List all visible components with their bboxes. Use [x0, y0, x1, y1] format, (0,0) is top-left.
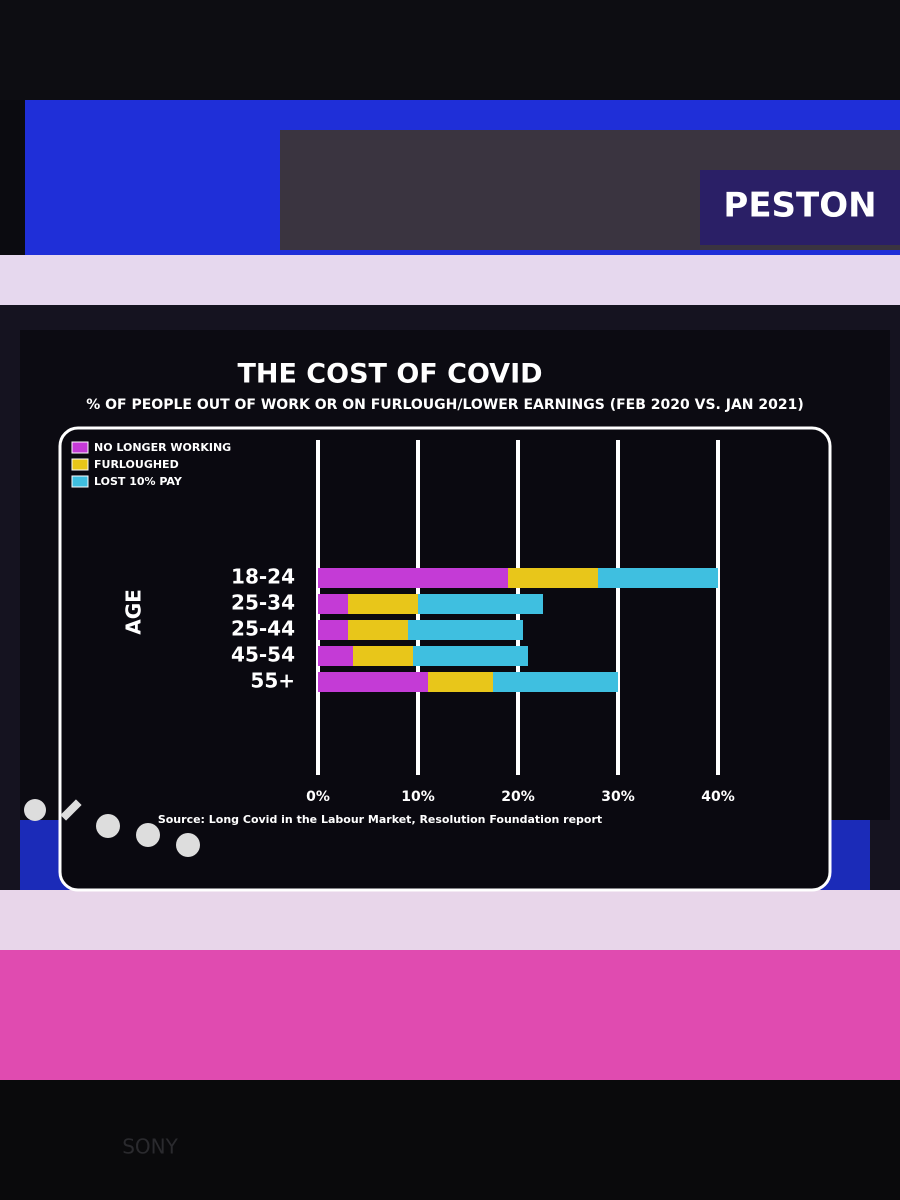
bar-segment: [408, 620, 523, 640]
stage-band: [0, 255, 900, 305]
floor-band: [0, 890, 900, 950]
legend-label: FURLOUGHED: [94, 458, 179, 471]
tv-bezel-bottom: [0, 1080, 900, 1200]
bar-segment: [318, 594, 348, 614]
source: Source: Long Covid in the Labour Market,…: [158, 813, 602, 826]
y-axis-label: AGE: [122, 589, 146, 635]
chart-title: THE COST OF COVID: [237, 359, 542, 390]
bar-segment: [598, 568, 718, 588]
bar-segment: [493, 672, 618, 692]
close-button[interactable]: [24, 799, 46, 821]
chart-subtitle: % OF PEOPLE OUT OF WORK OR ON FURLOUGH/L…: [86, 397, 804, 413]
legend-label: LOST 10% PAY: [94, 475, 183, 488]
bar-segment: [508, 568, 598, 588]
legend-swatch: [71, 441, 89, 454]
x-tick-label: 30%: [601, 789, 635, 805]
x-tick-label: 20%: [501, 789, 535, 805]
bar-segment: [413, 646, 528, 666]
bar-segment: [353, 646, 413, 666]
toolbar: [24, 799, 200, 857]
forward-button[interactable]: [176, 833, 200, 857]
bar-segment: [348, 620, 408, 640]
logo-box: [700, 170, 900, 245]
bar-segment: [318, 646, 353, 666]
y-tick-label: 55+: [250, 669, 295, 693]
x-tick-label: 0%: [306, 789, 330, 805]
pen-button[interactable]: [60, 799, 82, 821]
dot-button[interactable]: [96, 814, 120, 838]
tv-bezel: [0, 0, 900, 100]
legend-label: NO LONGER WORKING: [94, 441, 231, 454]
bar-segment: [318, 568, 508, 588]
y-tick-label: 25-34: [231, 591, 295, 615]
x-tick-label: 10%: [401, 789, 435, 805]
legend-swatch: [71, 458, 89, 471]
y-tick-label: 25-44: [231, 617, 295, 641]
tv-brand: SONY: [122, 1135, 178, 1159]
legend-swatch: [71, 475, 89, 488]
bar-segment: [318, 672, 428, 692]
x-tick-label: 40%: [701, 789, 735, 805]
y-tick-label: 45-54: [231, 643, 295, 667]
bar-segment: [428, 672, 493, 692]
y-tick-label: 18-24: [231, 565, 295, 589]
logo: PESTON: [723, 186, 876, 226]
bar-segment: [348, 594, 418, 614]
bar-segment: [418, 594, 543, 614]
bar-segment: [318, 620, 348, 640]
back-button[interactable]: [136, 823, 160, 847]
floor-pink: [0, 950, 900, 1080]
